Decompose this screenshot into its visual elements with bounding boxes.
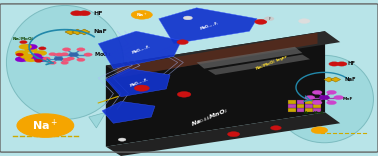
Circle shape [49,61,56,64]
Text: MoO$_{3-x}$F$_x$: MoO$_{3-x}$F$_x$ [131,43,153,57]
Text: MnF: MnF [342,97,353,101]
Polygon shape [117,33,318,78]
Text: NaF: NaF [345,77,356,82]
Circle shape [71,11,83,16]
Circle shape [16,53,23,56]
Circle shape [20,41,27,44]
Bar [305,104,313,108]
Text: HF: HF [347,61,355,66]
Circle shape [34,57,47,62]
Circle shape [329,62,339,66]
Text: Na$_{0.44}$MnO$_2$: Na$_{0.44}$MnO$_2$ [190,105,230,129]
Circle shape [17,114,74,137]
Polygon shape [106,112,340,156]
Bar [313,108,321,112]
Polygon shape [98,31,181,69]
Circle shape [334,95,344,100]
Circle shape [118,138,126,141]
Circle shape [336,62,347,66]
Text: F: F [268,17,270,21]
Bar [297,108,304,112]
Circle shape [131,10,152,19]
Bar [288,104,296,108]
Polygon shape [106,69,170,97]
Text: Na$_2$MoO$_4$ layer: Na$_2$MoO$_4$ layer [254,52,290,73]
Polygon shape [159,8,257,44]
Circle shape [183,16,192,20]
Circle shape [299,19,310,23]
Bar [297,104,304,108]
Circle shape [312,90,322,94]
Polygon shape [285,86,302,97]
Circle shape [15,57,28,62]
Circle shape [25,47,37,53]
Bar [288,108,296,112]
Circle shape [271,126,281,130]
Polygon shape [106,31,340,76]
Circle shape [62,48,71,51]
Circle shape [255,19,267,24]
Circle shape [25,57,37,62]
Text: Na$_{0.44}$MnO$_2$: Na$_{0.44}$MnO$_2$ [303,110,326,117]
Circle shape [305,95,315,100]
Ellipse shape [275,55,373,143]
Circle shape [61,61,68,64]
Circle shape [312,101,322,105]
Circle shape [25,44,37,49]
Circle shape [19,44,32,49]
Circle shape [134,85,149,91]
Bar [288,100,296,104]
Text: Na$^+$: Na$^+$ [33,118,58,133]
Circle shape [29,54,42,59]
Circle shape [177,40,188,44]
Text: MoO$_{3-x}$F$_x$: MoO$_{3-x}$F$_x$ [199,20,221,33]
Circle shape [84,53,92,56]
Circle shape [311,127,328,134]
Polygon shape [106,31,325,147]
Circle shape [177,92,191,97]
Circle shape [35,59,42,62]
Circle shape [228,132,240,137]
Circle shape [49,53,56,56]
Circle shape [77,48,85,51]
Circle shape [39,47,46,50]
Ellipse shape [6,5,124,119]
Circle shape [69,53,79,57]
Polygon shape [79,29,90,35]
Text: Na$^+$: Na$^+$ [136,11,147,19]
Circle shape [264,17,274,21]
Polygon shape [65,29,76,35]
Circle shape [327,101,336,105]
Circle shape [78,11,90,16]
Text: MoO$_3$: MoO$_3$ [94,50,111,59]
Circle shape [55,53,64,56]
Polygon shape [102,101,155,123]
Text: Na$_2$MoO$_4$: Na$_2$MoO$_4$ [12,36,35,43]
Circle shape [327,90,336,94]
Polygon shape [331,77,341,82]
Polygon shape [89,112,106,128]
Circle shape [54,57,63,60]
Bar [297,100,304,104]
Polygon shape [324,77,334,82]
Circle shape [34,50,47,56]
Circle shape [15,50,28,56]
Bar [305,108,313,112]
Circle shape [43,57,50,60]
Text: MoO$_{3-x}$F$_x$: MoO$_{3-x}$F$_x$ [129,76,151,90]
Circle shape [77,58,85,61]
Bar [305,100,313,104]
Bar [313,100,321,104]
Circle shape [20,54,33,59]
Polygon shape [72,29,83,35]
Text: NaF: NaF [94,29,107,34]
Circle shape [67,57,74,60]
Polygon shape [197,47,302,69]
Bar [313,104,321,108]
Text: HF: HF [94,11,103,16]
Polygon shape [208,55,310,75]
Circle shape [62,58,71,61]
Circle shape [61,53,68,56]
Circle shape [319,95,330,100]
